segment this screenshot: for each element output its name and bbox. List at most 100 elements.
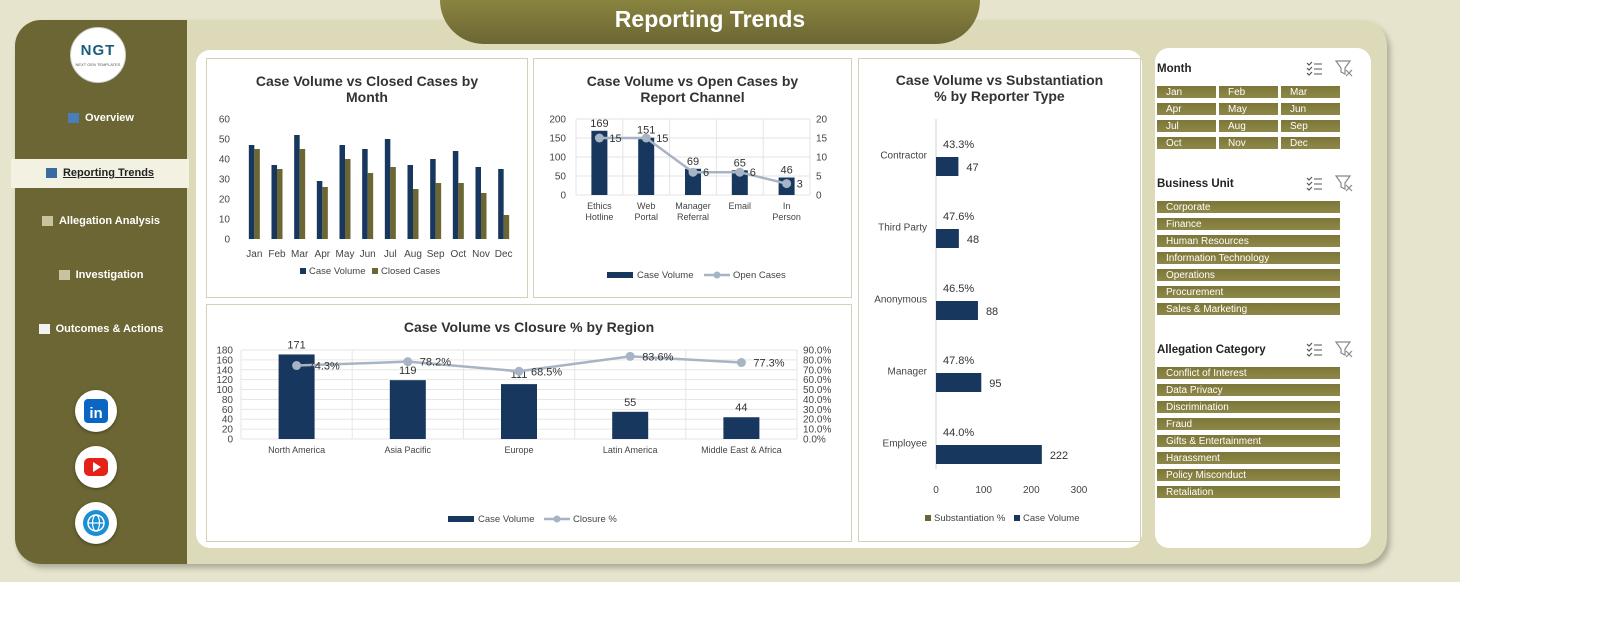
data-label: 119: [399, 365, 417, 377]
legend-swatch: [607, 272, 633, 278]
slicer-item[interactable]: Jul: [1157, 120, 1216, 132]
slicer-item[interactable]: Gifts & Entertainment: [1157, 435, 1340, 447]
bar-closed-cases: [390, 167, 396, 239]
sidebar-item-allegation-analysis[interactable]: Allegation Analysis: [15, 215, 187, 227]
slicer-item[interactable]: Discrimination: [1157, 401, 1340, 413]
open-cases-point: [782, 179, 792, 189]
website-button[interactable]: [75, 502, 117, 544]
y2-tick-label: 20.0%: [803, 415, 831, 426]
slicer-item[interactable]: Jan: [1157, 86, 1216, 98]
closure-pct-point: [403, 357, 413, 367]
bar-case-volume: [685, 168, 701, 195]
y-tick-label: 100: [216, 385, 233, 396]
slicer-item[interactable]: Corporate: [1157, 201, 1340, 213]
page-title: Reporting Trends: [614, 6, 806, 32]
slicer-item[interactable]: Nov: [1219, 137, 1278, 149]
bar-closed-cases: [277, 169, 283, 239]
slicer-item[interactable]: Information Technology: [1157, 252, 1340, 264]
bar-case-volume: [501, 384, 537, 439]
slicer-item[interactable]: May: [1219, 103, 1278, 115]
y-tick-label: 50: [555, 172, 567, 183]
channel-chart-title: Case Volume vs Open Cases by Report Chann…: [586, 73, 799, 105]
y-tick-label: 60: [222, 405, 234, 416]
header-tab: [440, 0, 980, 44]
multi-select-icon[interactable]: [1305, 340, 1323, 358]
multi-select-icon[interactable]: [1305, 174, 1323, 192]
bar-case-volume: [452, 151, 459, 239]
sidebar-item-overview[interactable]: Overview: [15, 112, 187, 124]
legend-swatch: [925, 515, 931, 521]
clear-filter-icon[interactable]: [1335, 340, 1353, 358]
y2-tick-label: 70.0%: [803, 365, 831, 376]
y-tick-label: 50: [219, 135, 231, 146]
y2-tick-label: 90.0%: [803, 346, 831, 357]
bar-case-volume: [731, 170, 748, 195]
slicer-item[interactable]: Aug: [1219, 120, 1278, 132]
data-label: 48: [967, 234, 979, 246]
logo-tagline: NEXT GEN TEMPLATES: [75, 62, 121, 67]
slicer-item[interactable]: Procurement: [1157, 286, 1340, 298]
sidebar-item-label: Reporting Trends: [62, 167, 155, 179]
legend-label: Case Volume: [309, 266, 366, 277]
slicer-item[interactable]: Jun: [1281, 103, 1340, 115]
slicer-item[interactable]: Harassment: [1157, 452, 1340, 464]
channel-chart-card: Case Volume vs Open Cases by Report Chann…: [533, 58, 852, 298]
sidebar-item-investigation[interactable]: Investigation: [15, 269, 187, 281]
slicer-item[interactable]: Feb: [1219, 86, 1278, 98]
x-tick-label: Portal: [634, 212, 658, 222]
clear-filter-icon[interactable]: [1335, 174, 1353, 192]
bar-case-volume: [316, 181, 323, 239]
slicer-item[interactable]: Fraud: [1157, 418, 1340, 430]
sidebar-item-label: Investigation: [75, 269, 144, 281]
slicer-item[interactable]: Apr: [1157, 103, 1216, 115]
bar-case-volume: [936, 229, 959, 248]
youtube-button[interactable]: [75, 446, 117, 488]
slicer-item[interactable]: Mar: [1281, 86, 1340, 98]
data-label: 6: [703, 167, 709, 179]
slicer-item[interactable]: Sep: [1281, 120, 1340, 132]
x-tick-label: North America: [268, 445, 325, 455]
slicer-item[interactable]: Operations: [1157, 269, 1340, 281]
bar-case-volume: [612, 411, 649, 439]
x-tick-label: 0: [933, 485, 939, 496]
legend-swatch: [713, 271, 721, 279]
slicer-item[interactable]: Dec: [1281, 137, 1340, 149]
closure-pct-point: [625, 351, 635, 361]
slicer-item[interactable]: Retaliation: [1157, 486, 1340, 498]
linkedin-icon: in: [84, 399, 108, 423]
legend-label: Case Volume: [478, 514, 535, 525]
x-tick-label: Email: [729, 201, 752, 211]
bar-case-volume: [936, 301, 978, 320]
slicer-item[interactable]: Conflict of Interest: [1157, 367, 1340, 379]
slicer-item[interactable]: Sales & Marketing: [1157, 303, 1340, 315]
multi-select-icon[interactable]: [1305, 59, 1323, 77]
sidebar-item-reporting-trends[interactable]: Reporting Trends: [11, 159, 189, 188]
y2-tick-label: 10.0%: [803, 425, 831, 436]
legend-label: Substantiation %: [934, 513, 1006, 524]
reporter-chart-card: Case Volume vs Substantiation% by Report…: [858, 58, 1141, 542]
x-tick-label: Oct: [451, 249, 467, 260]
data-label: 15: [656, 133, 668, 145]
slicer-item[interactable]: Data Privacy: [1157, 384, 1340, 396]
x-tick-label: Europe: [504, 445, 533, 455]
slicer-item[interactable]: Policy Misconduct: [1157, 469, 1340, 481]
y-tick-label: Contractor: [880, 151, 927, 162]
slicer-item[interactable]: Oct: [1157, 137, 1216, 149]
linkedin-button[interactable]: in: [75, 390, 117, 432]
closure-pct-point: [736, 358, 746, 368]
open-cases-point: [641, 133, 651, 143]
data-label: 77.3%: [753, 358, 784, 370]
sidebar-item-outcomes-actions[interactable]: Outcomes & Actions: [15, 323, 187, 335]
bar-case-volume: [936, 157, 959, 176]
slicer-item[interactable]: Finance: [1157, 218, 1340, 230]
clear-filter-icon[interactable]: [1335, 59, 1353, 77]
legend-label: Case Volume: [1023, 513, 1080, 524]
bar-case-volume: [389, 380, 426, 439]
x-tick-label: Middle East & Africa: [701, 445, 782, 455]
y-tick-label: 40: [222, 415, 234, 426]
y-tick-label: 100: [549, 153, 566, 164]
y-tick-label: 40: [219, 155, 231, 166]
slicer-item[interactable]: Human Resources: [1157, 235, 1340, 247]
x-tick-label: Latin America: [603, 445, 658, 455]
